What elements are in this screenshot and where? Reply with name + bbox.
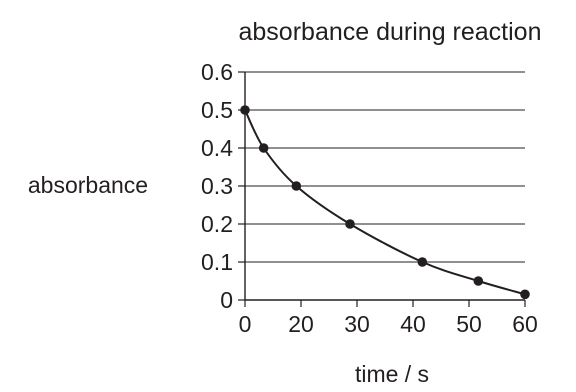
data-point (240, 105, 250, 115)
y-tick-label: 0.2 (201, 211, 233, 237)
x-tick-label: 50 (456, 311, 482, 337)
axes (238, 71, 526, 307)
data-series (240, 105, 530, 300)
chart-title: absorbance during reaction (239, 18, 542, 46)
data-point (520, 289, 530, 300)
y-tick-label: 0.5 (201, 97, 233, 123)
y-tick-label: 0 (220, 287, 233, 313)
tick-labels: 0 0.1 0.2 0.3 0.4 0.5 0.6 0 20 30 40 50 60 (201, 59, 538, 337)
data-point (258, 143, 269, 153)
y-tick-label: 0.6 (201, 59, 233, 85)
y-axis-label: absorbance (28, 172, 148, 198)
y-tick-label: 0.3 (201, 173, 233, 199)
data-point (291, 181, 302, 191)
x-tick-label: 30 (344, 311, 370, 337)
x-tick-label: 20 (288, 311, 314, 337)
x-axis-label: time / s (355, 361, 429, 387)
data-point (473, 276, 484, 286)
data-point (417, 257, 428, 267)
gridlines (245, 71, 525, 263)
data-point (345, 219, 355, 229)
y-tick-label: 0.4 (201, 135, 233, 161)
x-tick-label: 0 (239, 311, 252, 337)
x-tick-label: 60 (512, 311, 538, 337)
x-tick-label: 40 (400, 311, 426, 337)
series-line (244, 109, 526, 296)
y-tick-label: 0.1 (201, 249, 233, 275)
